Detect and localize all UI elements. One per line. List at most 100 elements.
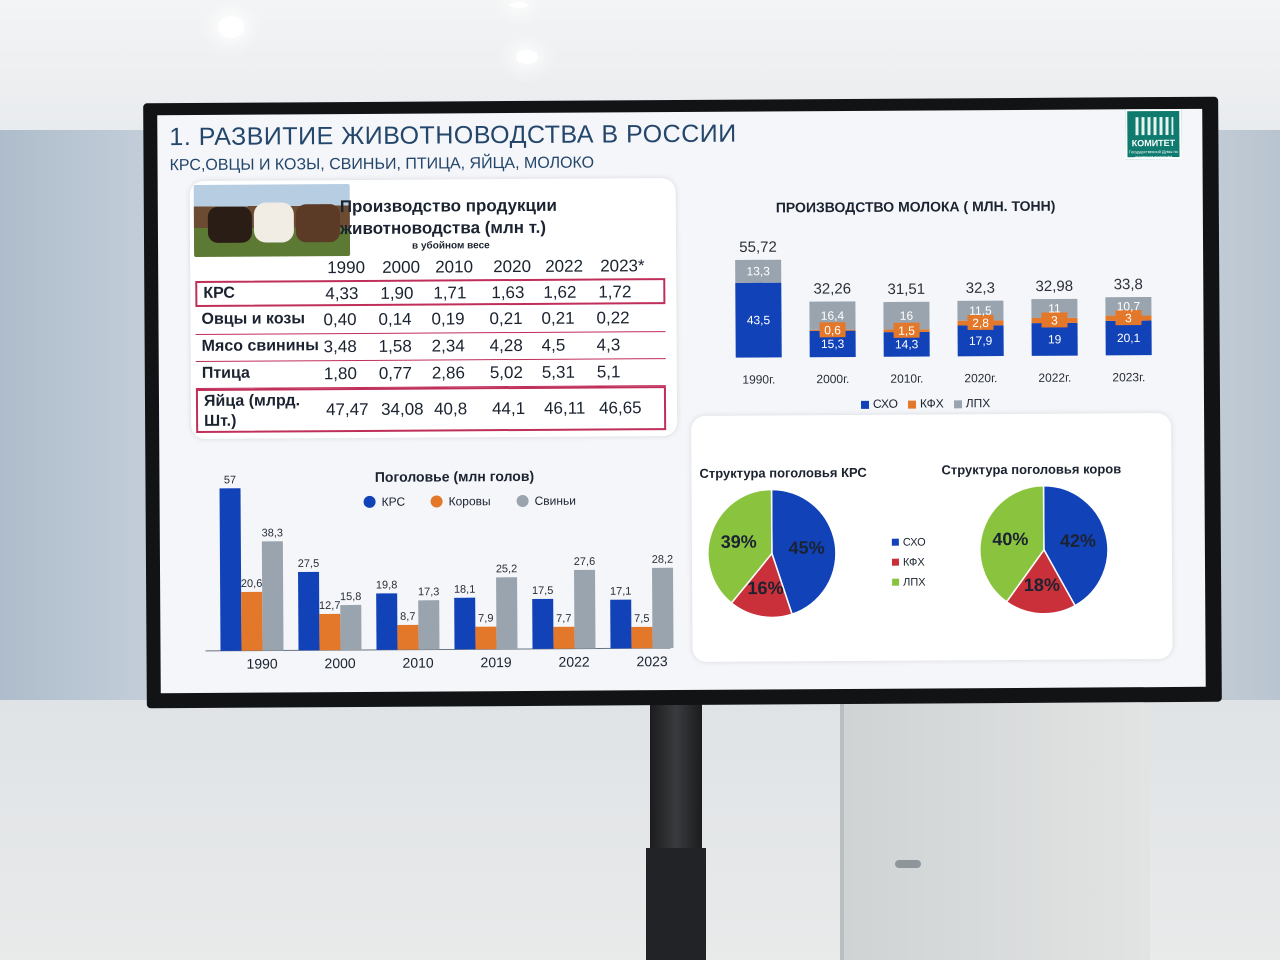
pie-title-cows: Структура поголовья коров xyxy=(941,461,1122,478)
milk-data-label: 3 xyxy=(1051,313,1058,327)
year-header: 2020 xyxy=(493,256,532,277)
table-cell: 0,21 xyxy=(489,308,523,329)
livestock-bar xyxy=(261,541,284,651)
milk-category-label: 1990г. xyxy=(742,372,775,386)
milk-data-label: 2,8 xyxy=(972,316,989,330)
table-cell: 0,14 xyxy=(378,309,412,329)
table-cell: 2,34 xyxy=(431,336,465,356)
table-cell: 3,48 xyxy=(323,336,357,357)
pie-value-label: 42% xyxy=(1060,531,1096,551)
milk-total-label: 55,72 xyxy=(739,239,777,256)
table-cell: 0,22 xyxy=(596,308,630,328)
milk-category-label: 2000г. xyxy=(816,372,849,386)
legend-label: ЛПХ xyxy=(903,577,926,589)
pie-slice xyxy=(979,485,1045,603)
livestock-data-label: 18,1 xyxy=(454,584,475,596)
milk-data-label: 16,4 xyxy=(821,309,845,323)
milk-kfh-label-bg xyxy=(1115,310,1142,326)
milk-category-label: 2023г. xyxy=(1112,370,1145,384)
table-cell: 1,71 xyxy=(433,283,467,303)
table-cell: 40,8 xyxy=(433,399,468,419)
legend-marker xyxy=(892,578,900,586)
livestock-chart-title: Поголовье (млн голов) xyxy=(375,468,534,485)
milk-data-label: 10,7 xyxy=(1117,299,1141,313)
livestock-data-label: 19,8 xyxy=(376,579,397,591)
livestock-data-label: 15,8 xyxy=(340,591,361,603)
year-header: 2010 xyxy=(435,257,474,277)
livestock-bar xyxy=(397,624,419,650)
pie-value-label: 40% xyxy=(992,529,1028,549)
milk-data-label: 3 xyxy=(1125,311,1132,325)
milk-total-label: 32,3 xyxy=(966,280,995,297)
table-cell: 0,77 xyxy=(378,363,412,383)
milk-legend: СХО КФХ ЛПХ xyxy=(860,396,991,411)
livestock-data-label: 12,7 xyxy=(319,600,340,612)
legend-item-sho: СХО xyxy=(860,396,898,411)
slide-title: 1. РАЗВИТИЕ ЖИВОТНОВОДСТВА В РОССИИ xyxy=(169,119,737,152)
table-cell: 1,63 xyxy=(491,282,525,303)
livestock-data-label: 57 xyxy=(224,474,236,486)
livestock-data-label: 17,3 xyxy=(418,586,439,598)
row-label: Мясо свинины xyxy=(201,337,319,355)
milk-total-label: 32,98 xyxy=(1035,278,1073,295)
table-row: Овцы и козы 0,40 0,14 0,19 0,21 0,21 0,22 xyxy=(195,306,666,335)
livestock-data-label: 27,5 xyxy=(298,558,319,570)
livestock-data-label: 20,6 xyxy=(241,578,262,590)
pie-value-label: 45% xyxy=(789,538,825,558)
committee-logo: КОМИТЕТ Государственной Думы по аграрным… xyxy=(1125,108,1182,160)
livestock-category-label: 2010 xyxy=(402,655,433,671)
milk-chart: 43,5 13,3 55,72 1990г. 15,30,616,4 32,26 2000г… xyxy=(735,239,1152,387)
production-title-line2: животноводства (млн т.) xyxy=(339,217,547,239)
door xyxy=(840,700,1150,960)
milk-kfh-label-bg xyxy=(819,322,846,338)
production-note: в убойном весе xyxy=(412,240,490,252)
legend-marker xyxy=(363,495,376,508)
table-cell: 1,58 xyxy=(378,336,412,356)
year-header: 1990 xyxy=(327,257,366,278)
tv-monitor: 1. РАЗВИТИЕ ЖИВОТНОВОДСТВА В РОССИИ КРС,… xyxy=(143,96,1222,709)
milk-bar-segment xyxy=(1105,320,1152,356)
legend-marker xyxy=(891,538,899,546)
table-cell: 1,90 xyxy=(380,283,414,303)
production-title: Производство продукции животноводства (м… xyxy=(340,195,557,240)
milk-data-label: 43,5 xyxy=(747,313,771,327)
table-cell: 1,72 xyxy=(598,282,632,302)
milk-kfh-label-bg xyxy=(893,322,920,338)
milk-bar-segment xyxy=(883,301,930,330)
legend-label: ЛПХ xyxy=(965,396,991,411)
livestock-bar xyxy=(574,569,596,649)
table-cell: 0,40 xyxy=(323,309,357,330)
milk-data-label: 14,3 xyxy=(895,337,919,351)
legend-label: КФХ xyxy=(919,396,944,411)
table-cell: 0,19 xyxy=(431,309,465,329)
year-header: 2000 xyxy=(382,257,421,277)
table-cell: 5,02 xyxy=(489,362,523,383)
table-cell: 4,5 xyxy=(541,335,566,355)
row-label-line: Яйца (млрд. xyxy=(203,392,301,410)
milk-kfh-label-bg xyxy=(967,314,994,331)
milk-kfh-label-bg xyxy=(1041,312,1068,328)
milk-data-label: 15,3 xyxy=(821,337,845,351)
milk-category-label: 2022г. xyxy=(1038,371,1071,385)
legend-label: КФХ xyxy=(903,557,925,569)
livestock-bar xyxy=(652,567,674,649)
pie-slice xyxy=(1005,548,1077,615)
livestock-bar xyxy=(340,604,362,651)
logo-caption: Государственной Думы по аграрным вопроса… xyxy=(1129,148,1178,160)
pie-charts: 45% 16% 39% 42% 18% 40% СХО КФХ ЛПХ xyxy=(707,485,1109,619)
livestock-data-label: 17,5 xyxy=(532,585,553,597)
ceiling-light xyxy=(218,16,244,38)
milk-data-label: 11,5 xyxy=(969,304,992,318)
table-cell: 1,62 xyxy=(543,282,577,302)
milk-total-label: 33,8 xyxy=(1114,276,1143,293)
row-label-line: Шт.) xyxy=(204,412,237,430)
milk-data-label: 20,1 xyxy=(1117,331,1141,345)
livestock-category-label: 1990 xyxy=(246,655,277,671)
table-cell: 5,31 xyxy=(541,362,575,382)
livestock-data-label: 17,1 xyxy=(610,586,631,598)
livestock-category-label: 2022 xyxy=(558,654,589,670)
year-header: 2022 xyxy=(545,256,584,276)
livestock-bar xyxy=(475,626,497,650)
pie-slice xyxy=(730,551,794,619)
legend-label: СХО xyxy=(872,396,898,411)
